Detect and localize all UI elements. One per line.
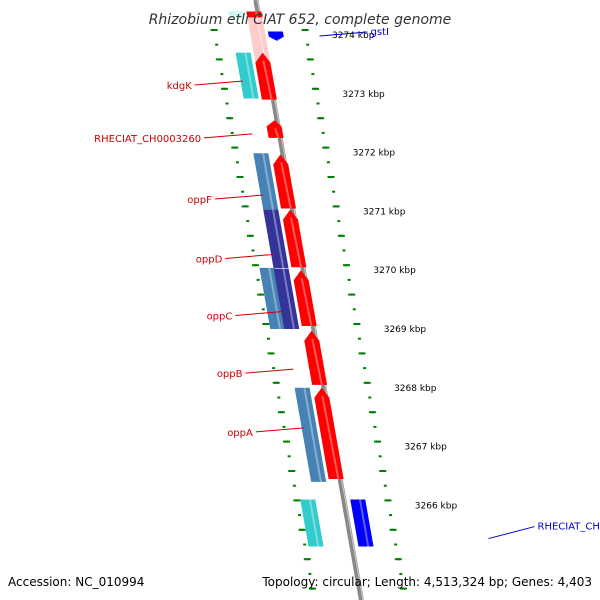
feature-layer [228,11,374,547]
gene-leader-line [245,368,294,374]
gene-label-RHECIAT_CH0003254[interactable]: RHECIAT_CH0003254 [538,522,600,533]
feature-shine [276,38,280,42]
feature-orf_a[interactable] [253,153,279,210]
gene-label-kdgK[interactable]: kdgK [167,81,192,92]
feature-shine [268,267,281,330]
feature-orf_a[interactable] [273,269,300,329]
tick-layer: 3274 kbp 3273 kbp 3272 kbp 3271 kbp 3270 kbp… [210,29,458,590]
feature-cds_fwd[interactable] [282,209,307,268]
gene-leader-line [194,80,243,86]
kbp-tick-label: 3266 kbp [415,501,458,511]
feature-shine [321,395,340,480]
gene-label-layer: gstI kdgK RHECIAT_CH0003260 oppF oppD oppC opp… [94,27,600,540]
feature-cds_fwd[interactable] [246,11,263,18]
kbp-tick-label: 3273 kbp [342,90,385,100]
feature-shine [303,387,322,483]
kbp-tick-label: 3269 kbp [384,325,427,335]
kbp-tick-label: 3268 kbp [394,384,437,394]
feature-shine [237,11,241,19]
gene-leader-line [319,31,368,37]
gene-leader-line [488,526,535,540]
feature-cds_fwd[interactable] [273,154,297,209]
kbp-tick-label: 3274 kbp [332,31,375,41]
gene-label-gstI[interactable]: gstI [370,27,388,38]
feature-shine [280,162,292,209]
feature-orf_a[interactable] [294,387,327,482]
feature-shine [359,499,370,547]
feature-shine [290,217,303,268]
kbp-tick-label: 3272 kbp [353,149,396,159]
feature-cds_fwd[interactable] [304,330,328,385]
feature-orf_a[interactable] [235,52,259,99]
feature-orf_b[interactable] [259,267,286,329]
feature-cds_rev[interactable] [267,31,284,41]
feature-shine [309,499,320,547]
gene-leader-line [235,310,284,316]
gene-leader-line [204,133,253,139]
feature-cds_fwd[interactable] [293,270,317,327]
gene-label-oppF[interactable]: oppF [187,195,212,206]
gene-label-oppD[interactable]: oppD [196,254,223,265]
kbp-tick-label: 3271 kbp [363,207,406,217]
feature-shine [244,52,255,99]
feature-cds_fwd[interactable] [255,52,277,100]
feature-orf_a[interactable] [228,11,245,19]
feature-orf_b[interactable] [300,499,324,547]
map-title: Rhizobium etli CIAT 652, complete genome [149,12,452,28]
gene-label-oppC[interactable]: oppC [207,311,233,322]
feature-cds_rev[interactable] [350,499,374,547]
feature-shine [282,268,295,330]
feature-shine [262,153,274,210]
feature-shine [311,338,323,386]
gene-leader-line [225,253,274,259]
feature-cds_fwd[interactable] [246,11,271,65]
accession-text: Accession: NC_010994 [8,575,144,589]
feature-shine [255,11,259,18]
gene-leader-line [255,427,304,433]
gene-label-oppB[interactable]: oppB [217,369,243,380]
feature-cds_fwd[interactable] [266,120,284,138]
gene-leader-line [214,194,263,200]
kbp-tick-label: 3267 kbp [404,443,447,453]
feature-shine [274,127,280,139]
feature-shine [262,60,273,100]
feature-orf_a[interactable] [263,209,289,269]
genome-summary-text: Topology: circular; Length: 4,513,324 bp… [261,575,592,589]
feature-shine [300,277,313,327]
feature-cds_fwd[interactable] [314,387,344,479]
kbp-tick-label: 3270 kbp [373,266,416,276]
gene-label-RHECIAT_CH0003260[interactable]: RHECIAT_CH0003260 [94,134,201,145]
gene-label-oppA[interactable]: oppA [227,428,253,439]
feature-shine [272,209,285,269]
